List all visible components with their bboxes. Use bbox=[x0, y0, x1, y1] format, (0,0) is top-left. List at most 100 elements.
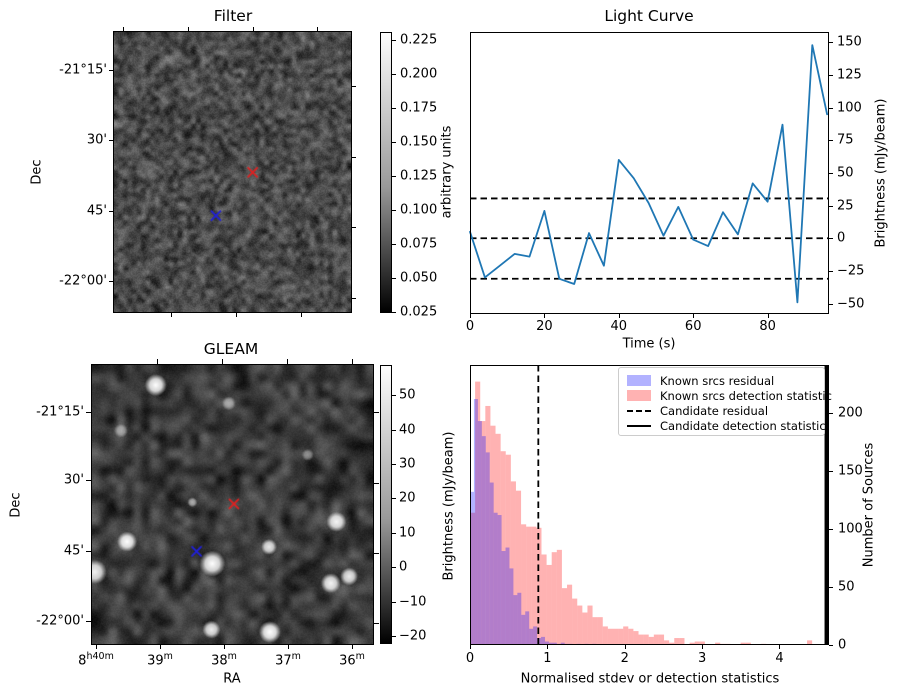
tick-label: 37m bbox=[275, 651, 301, 669]
tick bbox=[86, 621, 91, 622]
tick-label: 40 bbox=[610, 319, 628, 334]
tick-label: 20 bbox=[536, 319, 553, 334]
tick-label: 0.025 bbox=[400, 304, 438, 320]
tick bbox=[286, 359, 288, 364]
tick bbox=[392, 567, 396, 569]
tick bbox=[829, 470, 833, 472]
tick bbox=[374, 482, 379, 484]
tick bbox=[86, 550, 91, 552]
tick bbox=[392, 429, 396, 431]
filter-image bbox=[114, 32, 351, 312]
tick bbox=[352, 644, 353, 649]
gleam-image bbox=[92, 365, 373, 644]
tick bbox=[224, 644, 225, 649]
tick-label: -21°15' bbox=[59, 62, 107, 78]
tick bbox=[252, 27, 254, 32]
tick-label: 8h40m bbox=[78, 651, 114, 669]
candidate-detection-solid-line-sample bbox=[627, 424, 651, 427]
known-srcs-residual-swatch bbox=[627, 375, 651, 386]
tick bbox=[317, 27, 319, 32]
tick bbox=[109, 140, 114, 142]
tick bbox=[829, 42, 833, 44]
tick-label: 150 bbox=[838, 463, 863, 479]
tick-label: 20 bbox=[399, 490, 416, 506]
tick-label: 0.150 bbox=[400, 134, 438, 150]
tick-label: 0 bbox=[399, 559, 408, 575]
tick bbox=[351, 227, 356, 228]
tick bbox=[829, 528, 833, 530]
tick-label: −20 bbox=[399, 628, 427, 644]
tick bbox=[160, 644, 161, 649]
tick bbox=[392, 312, 396, 314]
tick bbox=[392, 107, 396, 109]
tick-label: 100 bbox=[838, 521, 863, 537]
tick bbox=[300, 312, 302, 317]
tick-label: 30' bbox=[86, 132, 107, 148]
tick-label: 40 bbox=[399, 422, 416, 438]
tick bbox=[470, 314, 471, 318]
tick bbox=[829, 173, 833, 174]
tick-label: −25 bbox=[837, 263, 865, 279]
tick bbox=[829, 645, 833, 646]
tick bbox=[374, 623, 379, 625]
tick bbox=[109, 210, 114, 212]
tick bbox=[829, 140, 833, 142]
tick bbox=[829, 107, 833, 109]
tick bbox=[156, 359, 158, 364]
legend-label: Known srcs residual bbox=[660, 373, 775, 388]
tick-label: −50 bbox=[837, 296, 865, 312]
tick bbox=[288, 644, 289, 649]
tick-label: 38m bbox=[211, 651, 237, 669]
gleam-xlabel: RA bbox=[223, 671, 241, 687]
gleam-colorbar-label: Brightness (mJy/beam) bbox=[441, 431, 457, 581]
tick-label: 0.075 bbox=[400, 236, 438, 252]
filter-ylabel: Dec bbox=[29, 159, 45, 185]
tick-label: 50 bbox=[838, 579, 855, 595]
tick-label: 3 bbox=[697, 651, 707, 666]
tick-label: 0 bbox=[837, 230, 846, 246]
tick-label: 36m bbox=[339, 651, 365, 669]
tick bbox=[109, 280, 114, 282]
tick-label: 0 bbox=[465, 651, 475, 666]
filter-title: Filter bbox=[213, 7, 253, 25]
tick bbox=[544, 314, 546, 318]
tick bbox=[392, 244, 396, 246]
tick-label: 25 bbox=[837, 198, 854, 214]
tick-label: 0.225 bbox=[400, 32, 438, 47]
tick bbox=[109, 70, 114, 72]
tick bbox=[392, 39, 396, 41]
tick-label: 10 bbox=[399, 525, 416, 541]
histogram-ylabel: Number of Sources bbox=[861, 442, 877, 568]
tick bbox=[829, 75, 833, 77]
tick bbox=[693, 314, 695, 318]
tick bbox=[392, 210, 396, 211]
tick-label: 60 bbox=[684, 319, 702, 334]
tick bbox=[392, 395, 396, 397]
light-curve-title: Light Curve bbox=[604, 7, 694, 25]
tick bbox=[829, 412, 833, 414]
tick-label: 1 bbox=[543, 651, 552, 666]
candidate-residual-dashed-line-sample bbox=[627, 409, 651, 412]
tick bbox=[187, 27, 189, 32]
tick bbox=[702, 645, 704, 649]
tick-label: 0.125 bbox=[400, 168, 438, 184]
tick bbox=[547, 645, 549, 649]
tick bbox=[351, 297, 356, 299]
legend-label: Candidate detection statistic bbox=[660, 418, 826, 433]
tick-label: 30' bbox=[63, 472, 84, 488]
tick bbox=[470, 645, 471, 649]
tick bbox=[779, 645, 781, 649]
tick-label: 39m bbox=[147, 651, 173, 669]
gleam-title: GLEAM bbox=[203, 340, 259, 358]
legend-row: Known srcs residual bbox=[627, 373, 815, 388]
tick bbox=[351, 156, 356, 158]
tick-label: -22°00' bbox=[59, 273, 107, 289]
tick-label: 50 bbox=[399, 387, 416, 403]
tick-label: 100 bbox=[837, 100, 862, 116]
filter-colorbar-label: arbitrary units bbox=[439, 125, 455, 219]
tick bbox=[392, 464, 396, 466]
legend-row: Candidate detection statistic bbox=[627, 418, 826, 433]
tick bbox=[221, 359, 223, 364]
tick bbox=[829, 205, 833, 207]
known-srcs-detection-swatch bbox=[627, 390, 651, 401]
